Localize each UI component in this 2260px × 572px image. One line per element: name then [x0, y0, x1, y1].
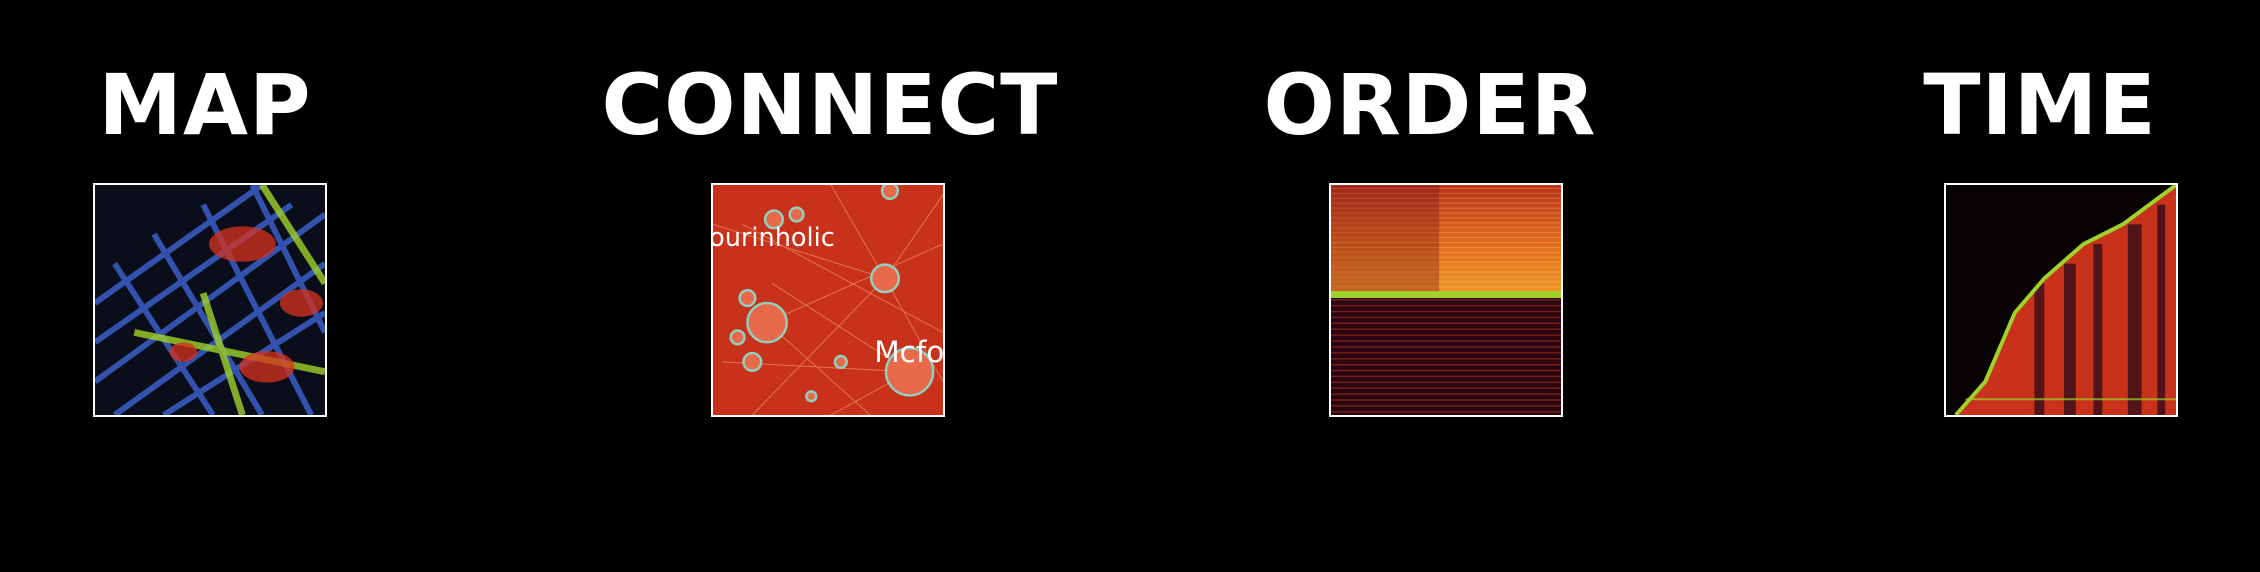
- panel-title-connect: CONNECT: [601, 56, 1059, 154]
- network-label-ourinholic: ourinholic: [713, 223, 835, 253]
- time-heatmap-visualization: [1946, 185, 2176, 415]
- order-thumbnail: [1329, 183, 1563, 417]
- panel-time: TIME: [1870, 0, 2210, 572]
- panel-order: ORDER: [1240, 0, 1620, 572]
- map-thumbnail: [93, 183, 327, 417]
- time-thumbnail: [1944, 183, 2178, 417]
- panel-map: MAP: [0, 0, 410, 572]
- panel-connect: CONNECT: [580, 0, 1080, 572]
- network-graph-visualization: ourinholic Mcfo: [713, 185, 943, 415]
- ordered-heatmap-visualization: [1331, 185, 1561, 415]
- panel-title-order: ORDER: [1263, 56, 1597, 154]
- panel-title-time: TIME: [1923, 56, 2157, 154]
- connect-thumbnail: ourinholic Mcfo: [711, 183, 945, 417]
- map-visualization: [95, 185, 325, 415]
- panel-title-map: MAP: [98, 56, 312, 154]
- network-label-mcfo: Mcfo: [874, 335, 943, 369]
